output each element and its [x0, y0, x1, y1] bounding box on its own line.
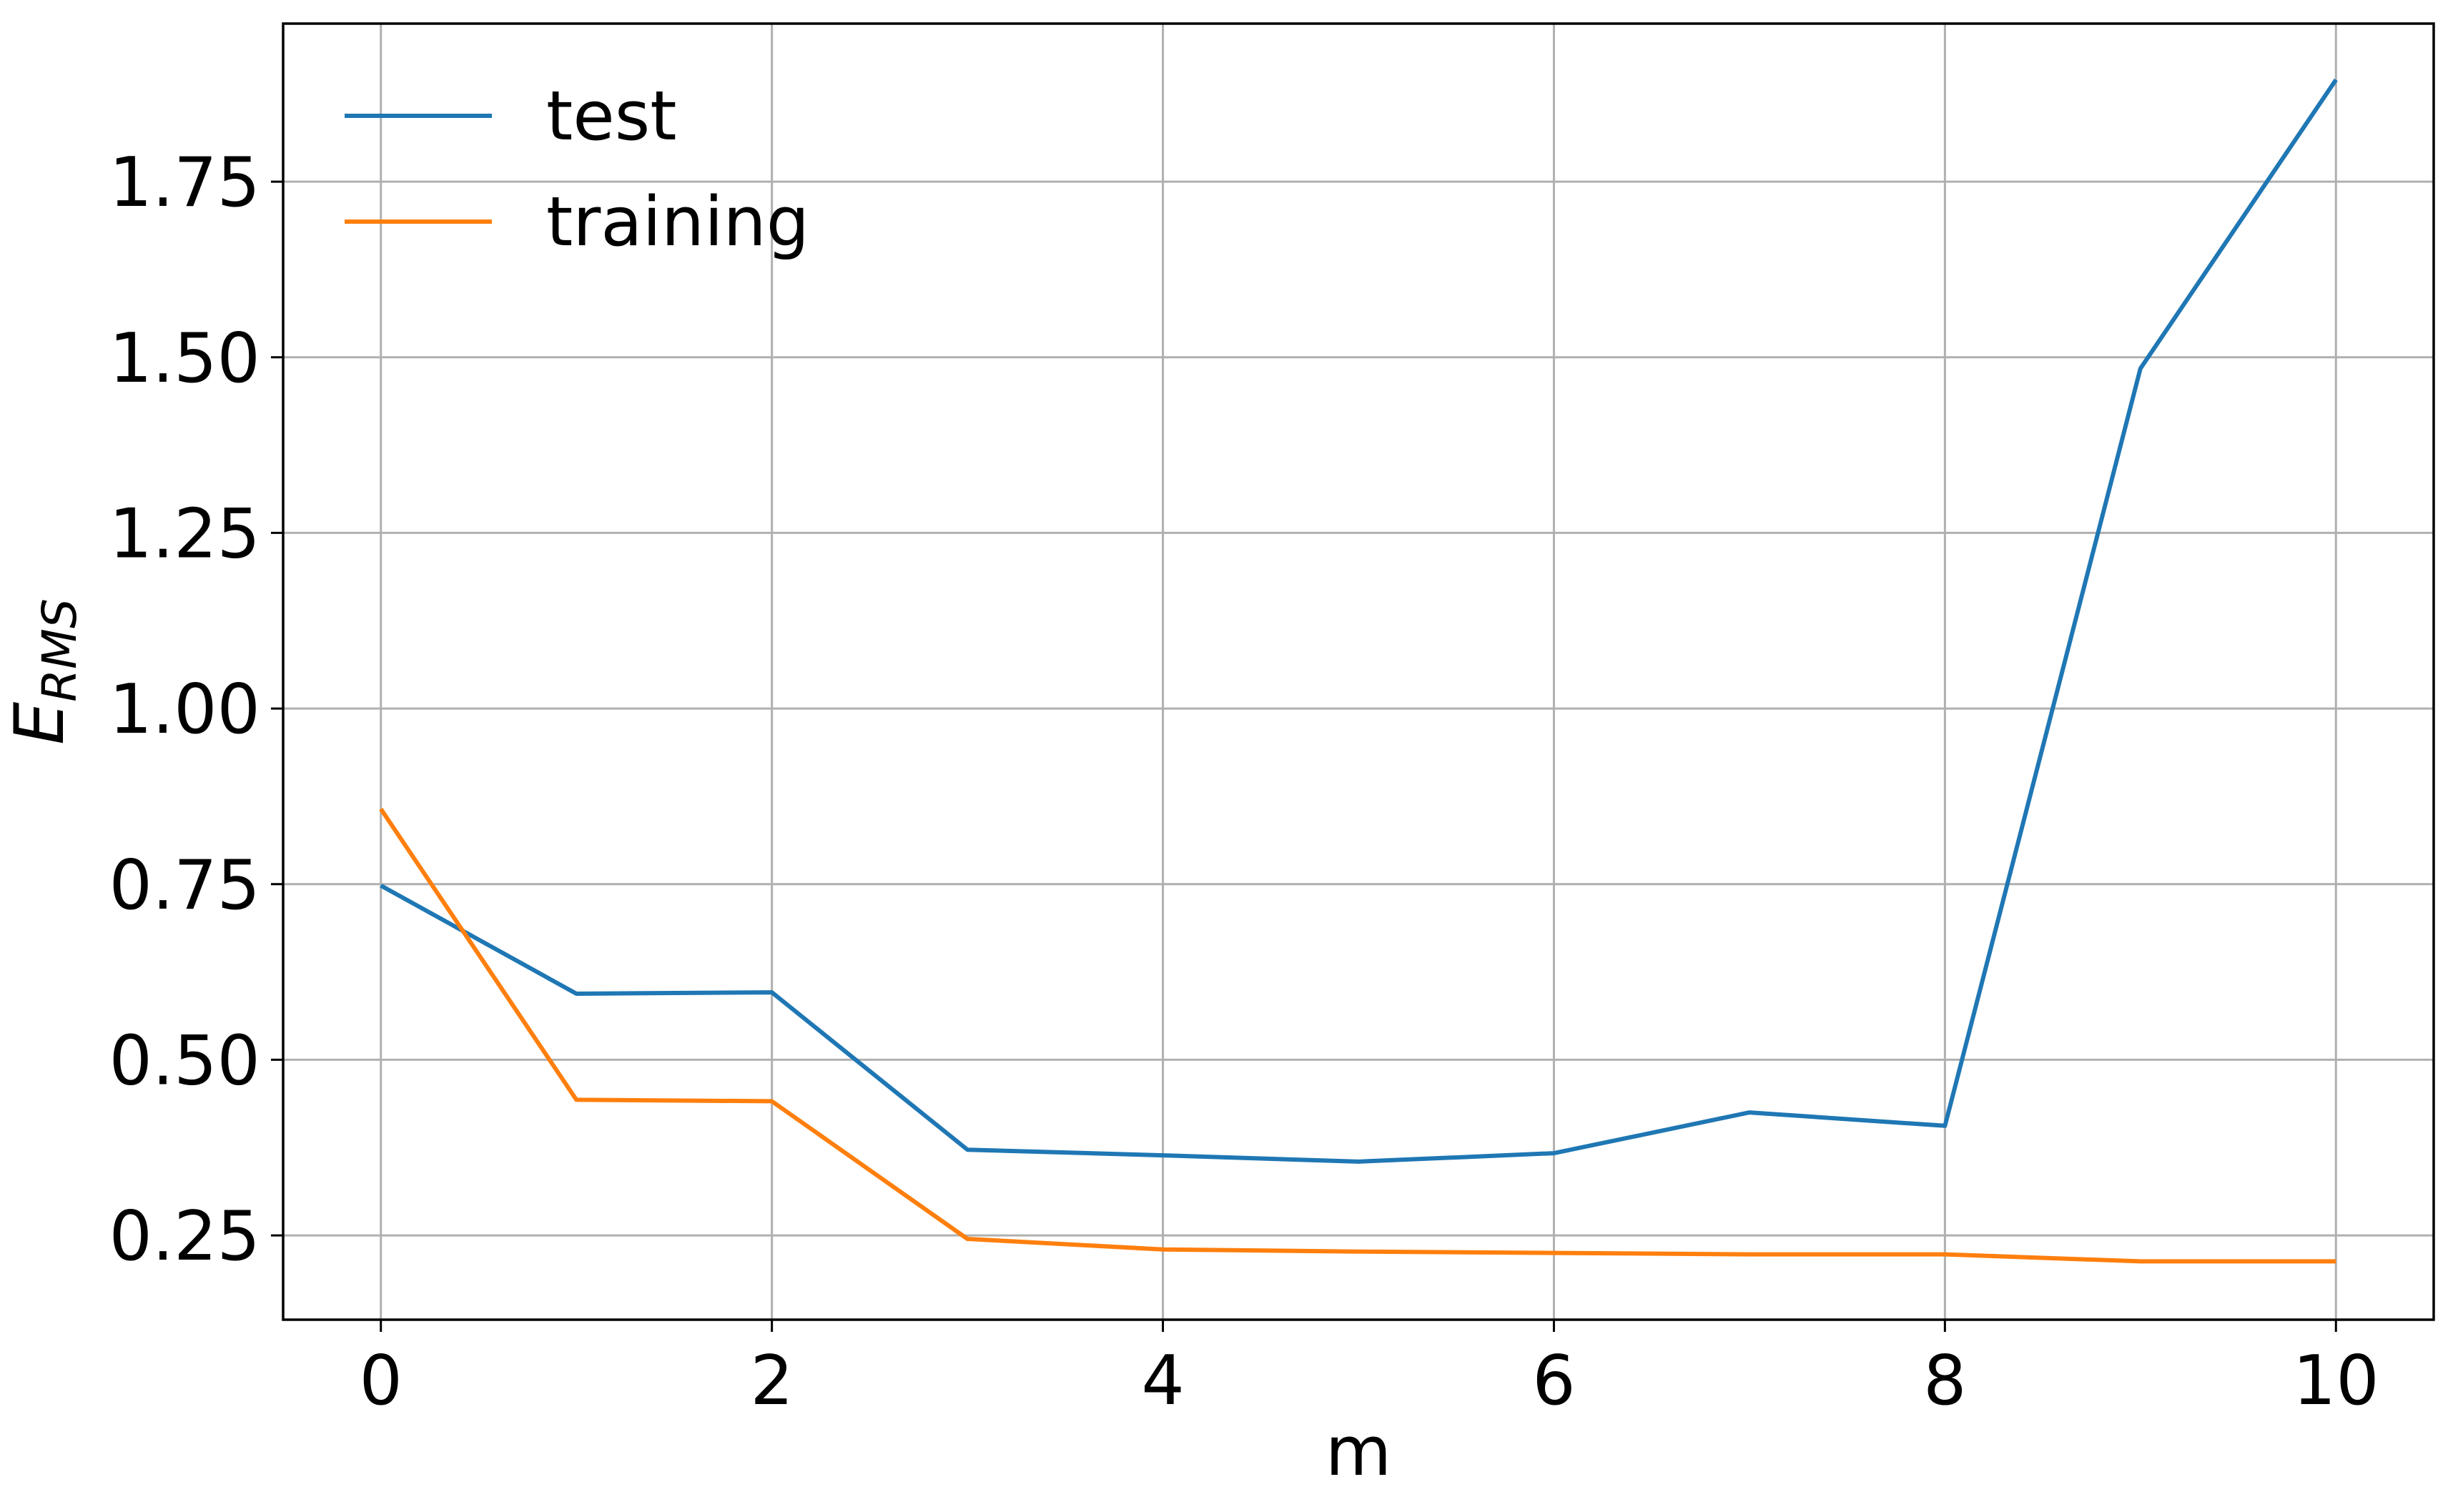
y-axis-label-subscript: RMS	[32, 598, 87, 702]
legend-label-training: training	[546, 183, 809, 262]
axis-ticks	[271, 180, 2337, 1332]
x-tick-label: 10	[2293, 1342, 2379, 1420]
x-tick-label: 0	[360, 1342, 403, 1420]
y-axis-label: ERMS	[1, 598, 87, 745]
legend: test training	[345, 77, 809, 262]
y-axis-label-main: E	[1, 702, 79, 745]
x-tick-label: 4	[1141, 1342, 1184, 1420]
plot-frame	[282, 22, 2435, 1321]
y-tick-label: 1.00	[109, 671, 260, 749]
legend-label-test: test	[546, 77, 676, 156]
y-tick-label: 0.25	[109, 1197, 260, 1276]
y-tick-label: 1.25	[109, 495, 260, 573]
series-lines	[379, 78, 2338, 1264]
series-line-test	[380, 78, 2338, 1164]
x-axis-label: m	[1326, 1413, 1392, 1491]
y-tick-label: 0.50	[109, 1022, 260, 1100]
y-tick-labels: 0.25 0.50 0.75 1.00 1.25 1.50 1.75	[109, 144, 260, 1276]
y-tick-label: 1.75	[109, 144, 260, 222]
x-tick-label: 2	[750, 1342, 793, 1420]
x-tick-label: 6	[1532, 1342, 1575, 1420]
y-tick-label: 0.75	[109, 846, 260, 925]
grid	[283, 24, 2434, 1320]
x-tick-label: 8	[1923, 1342, 1966, 1420]
y-tick-label: 1.50	[109, 320, 260, 398]
series-line-training	[379, 807, 2336, 1264]
x-tick-labels: 0 2 4 6 8 10	[360, 1342, 2379, 1420]
